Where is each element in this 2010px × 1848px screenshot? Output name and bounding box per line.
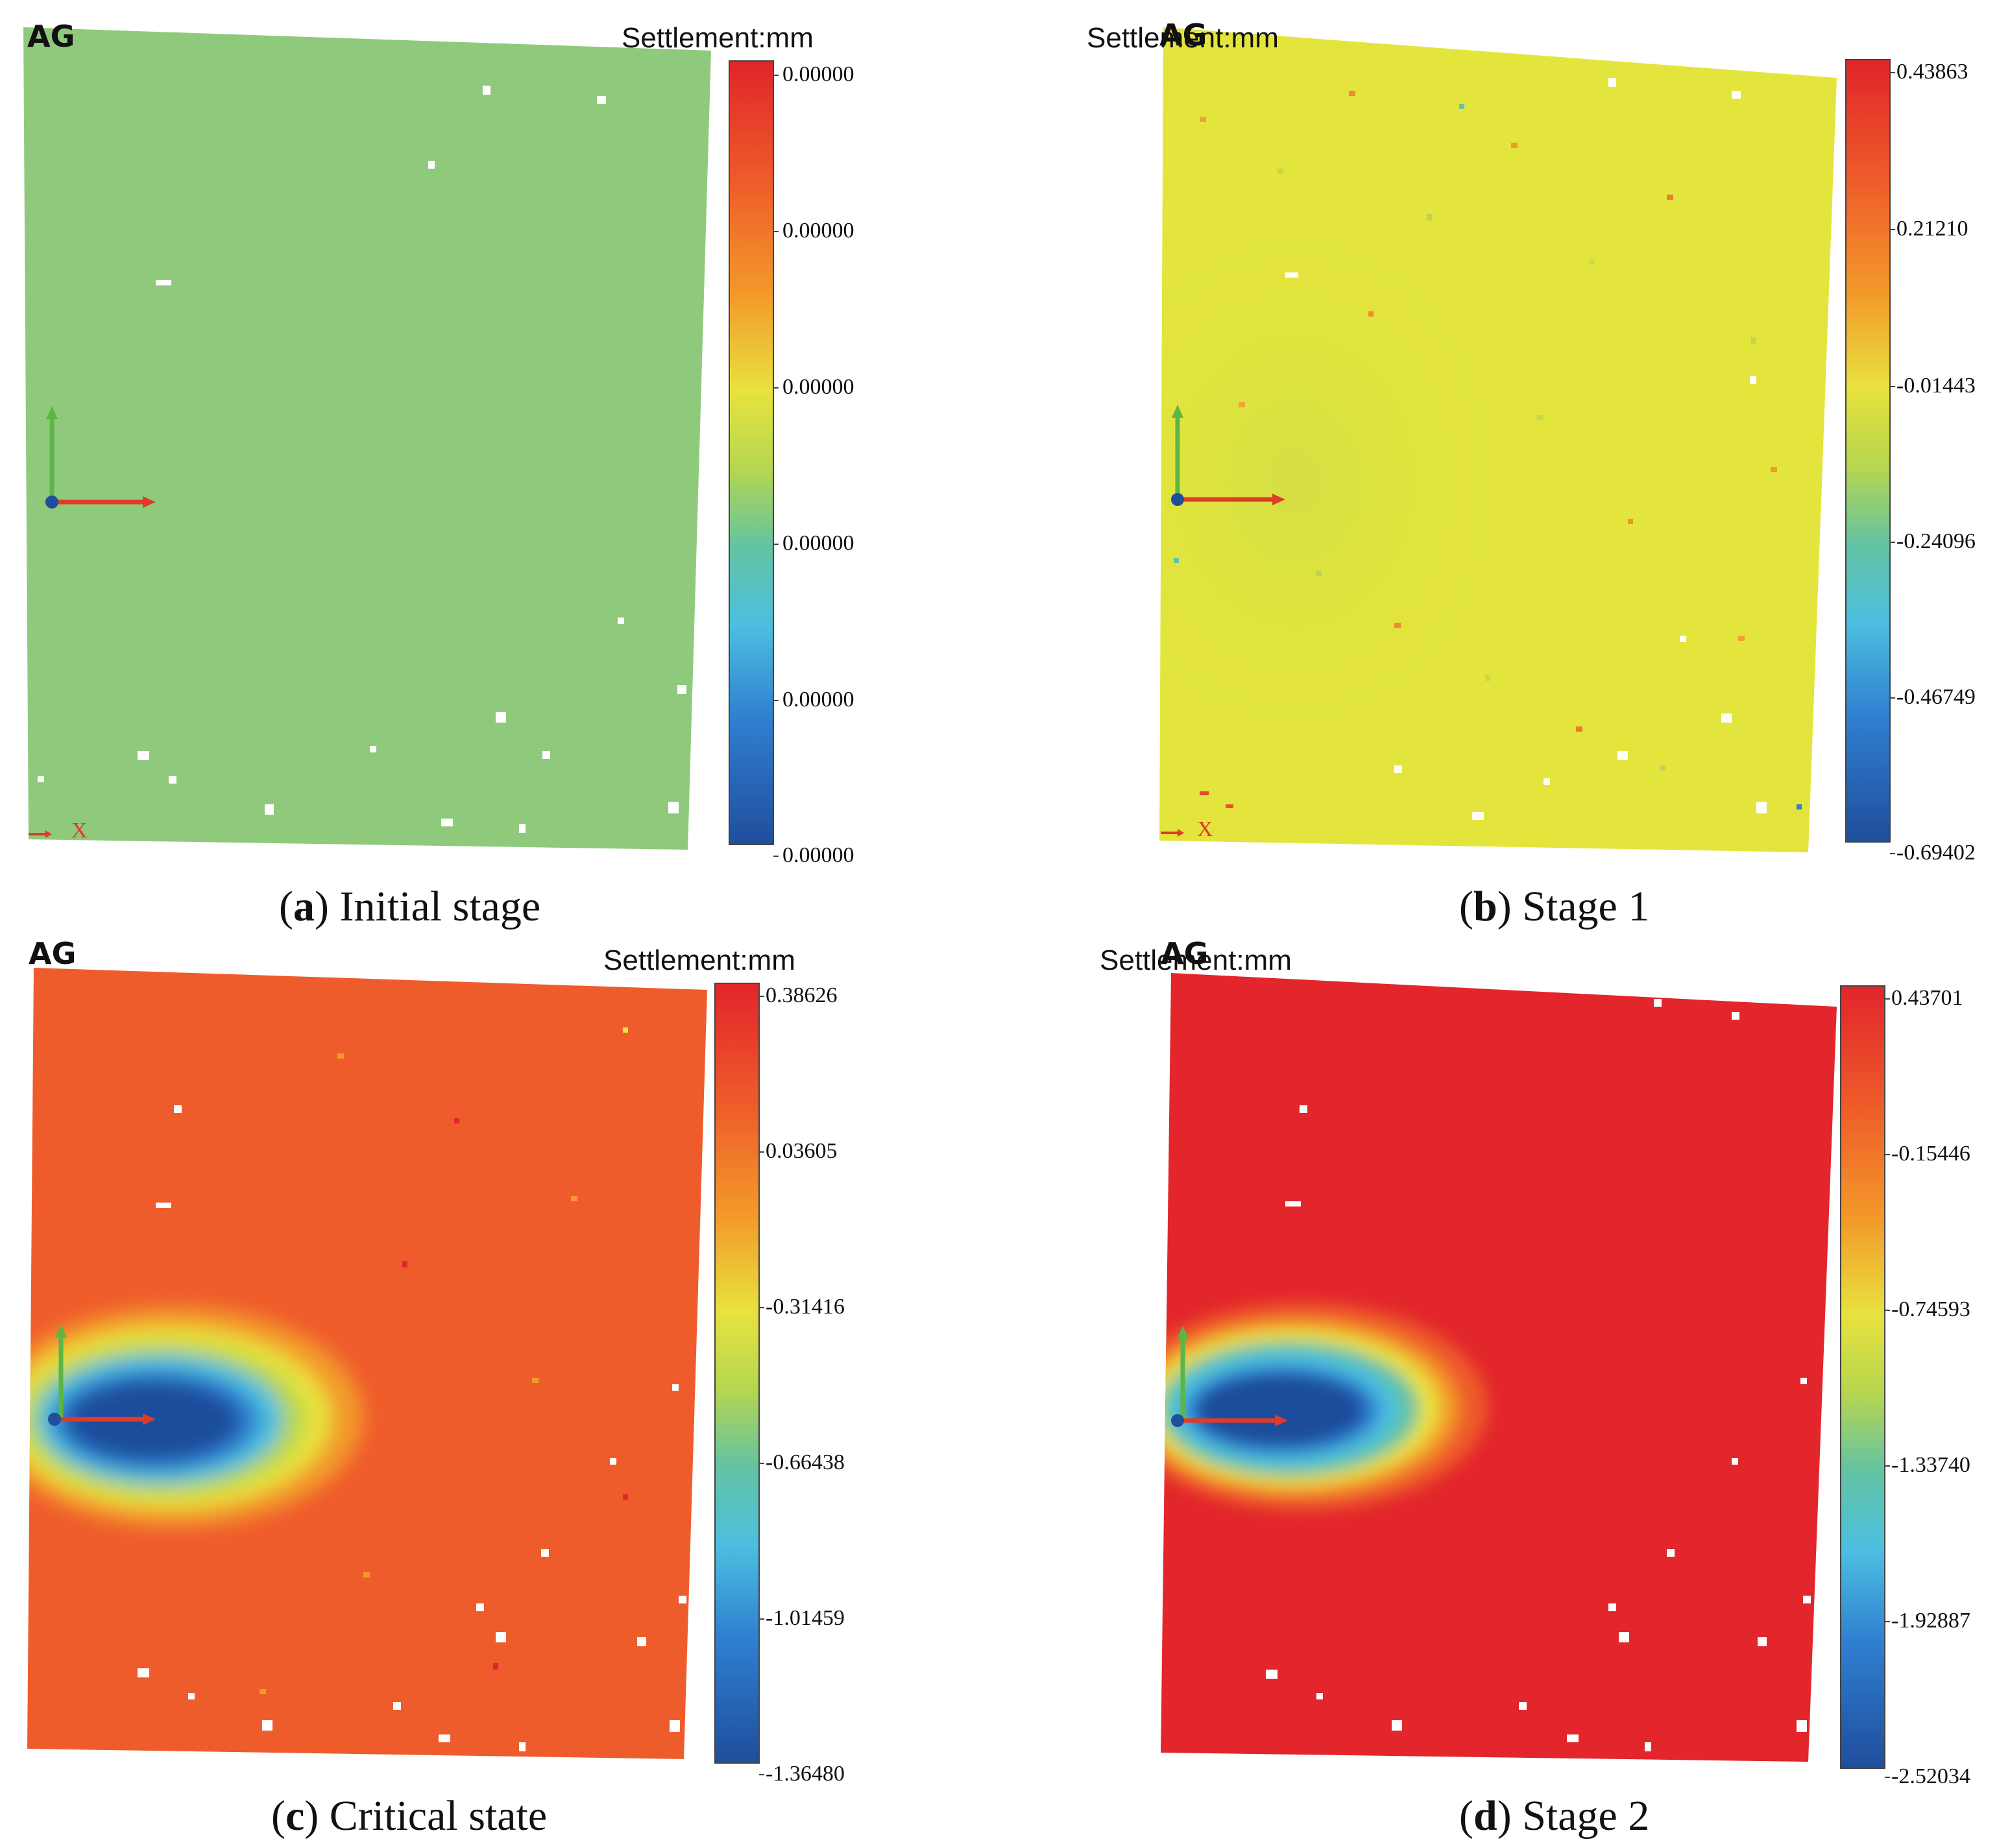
colorbar-ticks-a — [773, 75, 779, 857]
caption-a: (a) Initial stage — [279, 883, 541, 930]
corner-axis-a — [29, 830, 52, 838]
panel-a: AG Settlement:mm 0.00000 0.00000 0.00000… — [0, 0, 1005, 930]
caption-b: (b) Stage 1 — [1459, 883, 1650, 930]
origin-axes-c — [48, 1325, 156, 1426]
colorbar-ticks-c — [759, 996, 764, 1775]
settlement-surface-a — [23, 27, 711, 850]
colorbar-tick-label: -0.69402 — [1896, 841, 1976, 865]
colorbar-tick-label: 0.00000 — [782, 531, 854, 555]
colorbar-tick-label: -1.33740 — [1891, 1453, 1970, 1477]
origin-axes-a — [45, 406, 156, 509]
colorbar-tick-label: 0.03605 — [766, 1139, 838, 1163]
settlement-surface-c — [27, 968, 707, 1759]
settlement-depression-c — [27, 1306, 363, 1527]
colorbar-tick-label: 0.38626 — [766, 983, 838, 1007]
settlement-depression-d — [1161, 1302, 1488, 1510]
colorbar-a — [729, 60, 774, 845]
caption-title-c: Critical state — [329, 1792, 548, 1840]
colorbar-tick-label: -0.74593 — [1891, 1297, 1970, 1321]
noise-speckles-c — [260, 1027, 628, 1694]
origin-axes-b — [1171, 405, 1285, 506]
logo-mark-d: AG — [1161, 936, 1208, 971]
colorbar-ticks-b — [1890, 72, 1895, 854]
colorbar-tick-label: -0.01443 — [1896, 374, 1976, 398]
noise-speckles-b — [1174, 91, 1802, 810]
legend-title-a: Settlement:mm — [622, 22, 814, 54]
panel-b: AG Settlement:mm 0.43863 0.21210 -0.0144… — [1005, 0, 2010, 930]
colorbar-tick-label: 0.43863 — [1896, 60, 1968, 84]
colorbar-d — [1840, 985, 1885, 1769]
colorbar-c — [714, 983, 760, 1764]
colorbar-tick-label: 0.00000 — [782, 688, 854, 712]
colorbar-tick-label: -0.24096 — [1896, 529, 1976, 553]
axis-label-x-b: X — [1197, 817, 1213, 841]
caption-d: (d) Stage 2 — [1459, 1792, 1650, 1840]
colorbar-ticks-d — [1885, 998, 1890, 1778]
data-gaps-d — [1266, 999, 1811, 1751]
colorbar-tick-label: -0.66438 — [766, 1450, 845, 1474]
colorbar-tick-label: -1.92887 — [1891, 1609, 1970, 1633]
colorbar-tick-label: 0.43701 — [1891, 986, 1963, 1010]
heatmap-d: AG — [1161, 936, 1890, 1778]
legend-title-d: Settlement:mm — [1100, 944, 1292, 976]
caption-letter-b: b — [1473, 883, 1497, 930]
caption-title-d: Stage 2 — [1522, 1792, 1650, 1840]
logo-mark-c: AG — [29, 936, 76, 971]
colorbar-tick-label: -1.36480 — [766, 1762, 845, 1786]
data-gaps-b — [1285, 78, 1894, 820]
axis-label-x-a: X — [71, 819, 88, 843]
heatmap-c: AG — [27, 936, 764, 1775]
caption-letter-a: a — [293, 883, 315, 930]
caption-letter-c: c — [285, 1792, 305, 1840]
colorbar-b — [1845, 59, 1891, 843]
panel-d: AG Settlement:mm 0.43701 -0.15446 -0.745… — [1005, 924, 2010, 1848]
colorbar-tick-label: 0.00000 — [782, 62, 854, 86]
colorbar-tick-label: 0.00000 — [782, 375, 854, 399]
colorbar-tick-label: 0.00000 — [782, 843, 854, 867]
caption-letter-d: d — [1473, 1792, 1497, 1840]
data-gaps-c — [138, 1105, 686, 1751]
legend-title-c: Settlement:mm — [603, 944, 795, 976]
settlement-surface-d — [1161, 973, 1837, 1762]
caption-title-b: Stage 1 — [1522, 883, 1650, 930]
heatmap-b: AG — [1159, 18, 1895, 854]
data-gaps-a — [38, 86, 686, 833]
logo-mark-b: AG — [1159, 18, 1207, 53]
legend-title-b: Settlement:mm — [1087, 22, 1279, 54]
colorbar-tick-label: -0.31416 — [766, 1295, 845, 1319]
caption-title-a: Initial stage — [339, 883, 541, 930]
panel-c: AG Settlement:mm 0.38626 0.03605 -0.3141… — [0, 924, 1005, 1848]
colorbar-tick-label: -0.15446 — [1891, 1142, 1970, 1166]
origin-axes-d — [1171, 1326, 1288, 1427]
colorbar-tick-label: 0.00000 — [782, 219, 854, 243]
settlement-tint-b — [1159, 27, 1837, 852]
logo-mark-a: AG — [27, 19, 75, 54]
caption-c: (c) Critical state — [271, 1792, 548, 1840]
colorbar-tick-label: -0.46749 — [1896, 685, 1976, 709]
colorbar-tick-label: 0.21210 — [1896, 217, 1968, 241]
colorbar-tick-label: -2.52034 — [1891, 1764, 1970, 1788]
colorbar-tick-label: -1.01459 — [766, 1606, 845, 1630]
corner-axis-b — [1161, 829, 1184, 837]
heatmap-a: AG — [23, 19, 779, 857]
